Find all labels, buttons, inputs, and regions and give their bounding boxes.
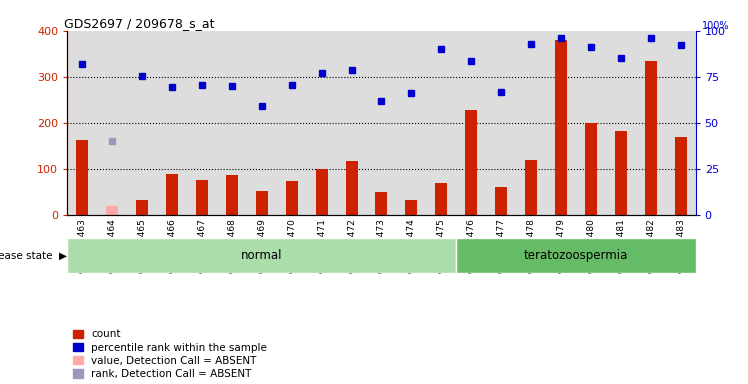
Bar xyxy=(576,31,606,215)
Text: 100%: 100% xyxy=(702,21,729,31)
Bar xyxy=(217,31,247,215)
Bar xyxy=(396,31,426,215)
Bar xyxy=(226,175,238,215)
Bar xyxy=(196,180,208,215)
Bar xyxy=(127,31,157,215)
Bar xyxy=(615,131,627,215)
Bar xyxy=(97,31,127,215)
Bar xyxy=(367,31,396,215)
Bar xyxy=(645,61,657,215)
Bar xyxy=(375,192,387,215)
Bar xyxy=(187,31,217,215)
Bar xyxy=(286,181,298,215)
Bar xyxy=(636,31,666,215)
Bar xyxy=(346,161,358,215)
Text: normal: normal xyxy=(241,249,283,262)
Bar xyxy=(456,31,486,215)
Bar xyxy=(435,183,447,215)
Bar xyxy=(495,187,507,215)
Bar xyxy=(67,31,97,215)
Text: GDS2697 / 209678_s_at: GDS2697 / 209678_s_at xyxy=(64,17,215,30)
Bar xyxy=(307,31,337,215)
Bar xyxy=(486,31,516,215)
Legend: count, percentile rank within the sample, value, Detection Call = ABSENT, rank, : count, percentile rank within the sample… xyxy=(73,329,267,379)
Bar xyxy=(426,31,456,215)
Bar xyxy=(516,31,546,215)
Bar xyxy=(67,238,456,273)
Bar xyxy=(405,200,417,215)
Bar xyxy=(337,31,367,215)
Bar xyxy=(157,31,187,215)
Bar xyxy=(606,31,636,215)
Bar xyxy=(675,137,687,215)
Bar xyxy=(277,31,307,215)
Bar xyxy=(316,169,328,215)
Bar xyxy=(585,123,597,215)
Bar xyxy=(106,206,118,215)
Bar xyxy=(247,31,277,215)
Bar xyxy=(465,110,477,215)
Text: teratozoospermia: teratozoospermia xyxy=(524,249,628,262)
Text: disease state  ▶: disease state ▶ xyxy=(0,250,67,260)
Bar xyxy=(166,174,178,215)
Bar xyxy=(525,160,537,215)
Bar xyxy=(546,31,576,215)
Bar xyxy=(256,191,268,215)
Bar xyxy=(666,31,696,215)
Bar xyxy=(76,140,88,215)
Bar xyxy=(456,238,696,273)
Bar xyxy=(555,40,567,215)
Bar xyxy=(136,200,148,215)
